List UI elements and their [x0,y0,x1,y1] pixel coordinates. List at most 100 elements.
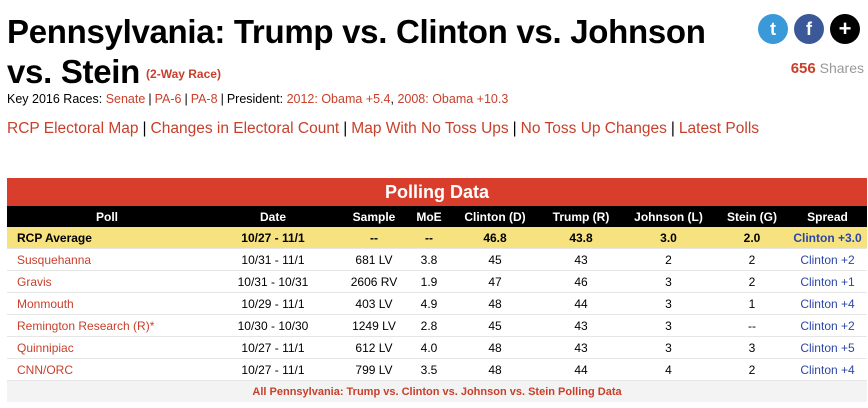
cell-johnson: 3 [621,314,716,337]
more-share-button[interactable]: + [830,14,860,44]
col-date[interactable]: Date [207,206,339,227]
cell-trump: 43 [541,248,621,271]
table-row: Quinnipiac 10/27 - 11/1 612 LV 4.0 48 43… [7,336,867,359]
poll-link[interactable]: Gravis [17,274,52,289]
cell-clinton: 45 [449,248,541,271]
polling-table: Poll Date Sample MoE Clinton (D) Trump (… [7,206,867,402]
cell-stein: 2 [716,270,788,293]
spread-link[interactable]: Clinton +2 [800,318,855,333]
cell-clinton: 48 [449,358,541,381]
share-count-label: Shares [819,60,864,76]
poll-link[interactable]: Remington Research (R)* [17,318,155,333]
spread-link[interactable]: Clinton +4 [800,296,855,311]
nav-changes-electoral-count[interactable]: Changes in Electoral Count [150,120,340,137]
avg-date: 10/27 - 11/1 [207,227,339,249]
table-header-row: Poll Date Sample MoE Clinton (D) Trump (… [7,206,867,227]
cell-moe: 4.0 [409,336,449,359]
cell-clinton: 48 [449,292,541,315]
cell-date: 10/30 - 10/30 [207,314,339,337]
nav-latest-polls[interactable]: Latest Polls [678,120,760,137]
twitter-share-button[interactable]: t [758,14,788,44]
avg-trump: 43.8 [541,227,621,249]
president-label: President: [226,92,284,106]
avg-sample: -- [339,227,409,249]
plus-icon: + [838,16,852,41]
cell-sample: 799 LV [339,358,409,381]
cell-sample: 1249 LV [339,314,409,337]
polling-data-panel: Polling Data Poll Date Sample MoE Clinto… [7,178,867,402]
cell-clinton: 47 [449,270,541,293]
cell-moe: 4.9 [409,292,449,315]
cell-sample: 681 LV [339,248,409,271]
spread-link[interactable]: Clinton +5 [800,340,855,355]
cell-stein: 2 [716,248,788,271]
spread-link[interactable]: Clinton +2 [800,252,855,267]
cell-date: 10/27 - 11/1 [207,336,339,359]
col-trump[interactable]: Trump (R) [541,206,621,227]
facebook-share-button[interactable]: f [794,14,824,44]
poll-link[interactable]: Quinnipiac [17,340,74,355]
key-races: Key 2016 Races: Senate | PA-6 | PA-8 | Preside… [7,92,509,106]
poll-link[interactable]: Monmouth [17,296,74,311]
cell-stein: 1 [716,292,788,315]
cell-clinton: 48 [449,336,541,359]
cell-johnson: 3 [621,270,716,293]
senate-link[interactable]: Senate [105,92,146,106]
cell-date: 10/27 - 11/1 [207,358,339,381]
cell-johnson: 2 [621,248,716,271]
avg-moe: -- [409,227,449,249]
avg-clinton: 46.8 [449,227,541,249]
poll-link[interactable]: Susquehanna [17,252,92,267]
nav-electoral-map[interactable]: RCP Electoral Map [7,120,139,137]
facebook-icon: f [806,18,812,39]
cell-trump: 46 [541,270,621,293]
col-moe[interactable]: MoE [409,206,449,227]
col-spread[interactable]: Spread [788,206,867,227]
page-title-line1: Pennsylvania: Trump vs. Clinton vs. John… [7,13,706,50]
pa6-link[interactable]: PA-6 [154,92,182,106]
cell-moe: 2.8 [409,314,449,337]
cell-moe: 1.9 [409,270,449,293]
col-johnson[interactable]: Johnson (L) [621,206,716,227]
all-polling-data-link[interactable]: All Pennsylvania: Trump vs. Clinton vs. … [252,385,622,398]
electoral-nav: RCP Electoral Map | Changes in Electoral C… [7,120,760,137]
share-count: 656 Shares [791,60,864,77]
cell-sample: 2606 RV [339,270,409,293]
polling-data-header: Polling Data [7,178,867,206]
cell-date: 10/29 - 11/1 [207,292,339,315]
cell-trump: 43 [541,314,621,337]
avg-poll: RCP Average [7,227,207,249]
table-row: CNN/ORC 10/27 - 11/1 799 LV 3.5 48 44 4 … [7,358,867,381]
table-row: Gravis 10/31 - 10/31 2606 RV 1.9 47 46 3… [7,270,867,293]
cell-date: 10/31 - 10/31 [207,270,339,293]
link-2012-result[interactable]: 2012: Obama +5.4 [286,92,391,106]
cell-moe: 3.5 [409,358,449,381]
cell-stein: 2 [716,358,788,381]
page-title: Pennsylvania: Trump vs. Clinton vs. John… [7,12,727,94]
cell-moe: 3.8 [409,248,449,271]
avg-johnson: 3.0 [621,227,716,249]
twitter-icon: t [770,18,776,39]
cell-johnson: 3 [621,292,716,315]
table-row: Remington Research (R)* 10/30 - 10/30 12… [7,314,867,337]
nav-no-toss-up-changes[interactable]: No Toss Up Changes [520,120,667,137]
poll-link[interactable]: CNN/ORC [17,362,73,377]
race-type-badge[interactable]: (2-Way Race) [146,67,221,82]
col-sample[interactable]: Sample [339,206,409,227]
cell-johnson: 3 [621,336,716,359]
nav-map-no-toss-ups[interactable]: Map With No Toss Ups [351,120,509,137]
link-2008-result[interactable]: 2008: Obama +10.3 [397,92,509,106]
cell-stein: 3 [716,336,788,359]
cell-johnson: 4 [621,358,716,381]
col-clinton[interactable]: Clinton (D) [449,206,541,227]
table-row: Susquehanna 10/31 - 11/1 681 LV 3.8 45 4… [7,248,867,271]
spread-link[interactable]: Clinton +4 [800,362,855,377]
spread-link[interactable]: Clinton +1 [800,274,855,289]
pa8-link[interactable]: PA-8 [190,92,218,106]
cell-sample: 612 LV [339,336,409,359]
col-stein[interactable]: Stein (G) [716,206,788,227]
col-poll[interactable]: Poll [7,206,207,227]
cell-sample: 403 LV [339,292,409,315]
cell-date: 10/31 - 11/1 [207,248,339,271]
rcp-average-row: RCP Average 10/27 - 11/1 -- -- 46.8 43.8… [7,227,867,249]
